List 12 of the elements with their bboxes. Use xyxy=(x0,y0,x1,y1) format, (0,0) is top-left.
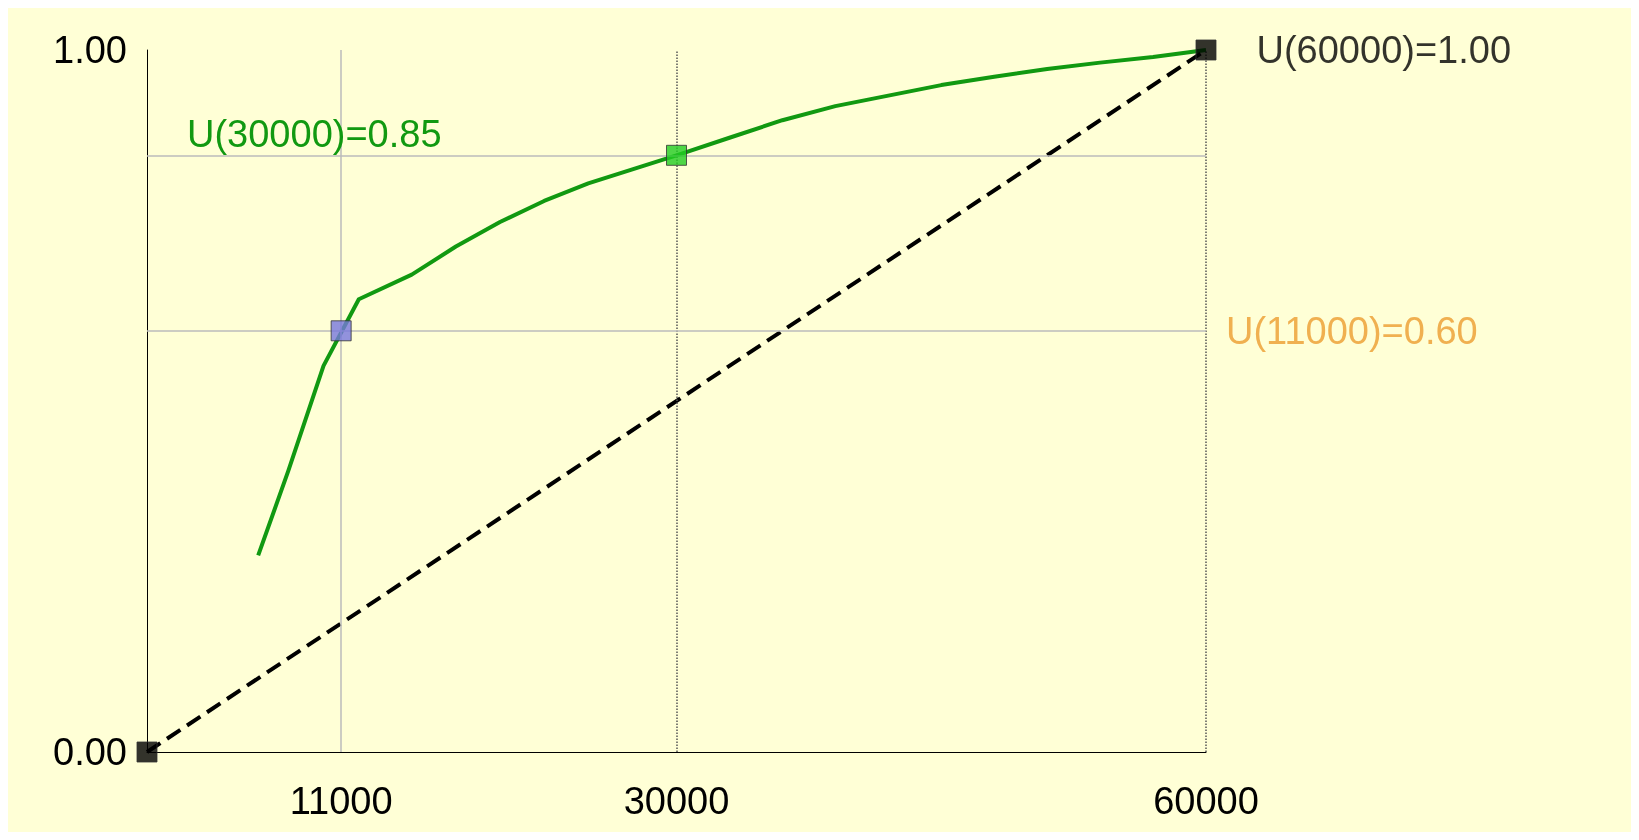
ref-line-label: U(30000)=0.85 xyxy=(187,113,442,156)
point xyxy=(136,741,158,763)
y-tick-label: 1.00 xyxy=(53,29,127,71)
point xyxy=(666,144,687,166)
x-tick-label: 11000 xyxy=(289,780,393,822)
point xyxy=(1195,39,1217,61)
x-tick-label: 30000 xyxy=(623,780,730,822)
ref-line-label: U(11000)=0.60 xyxy=(1226,309,1478,352)
y-tick-label: 0.00 xyxy=(53,731,127,773)
data-label: U(60000)=1.00 xyxy=(1256,29,1512,71)
point xyxy=(330,320,352,342)
x-tick-label: 60000 xyxy=(1153,780,1259,822)
